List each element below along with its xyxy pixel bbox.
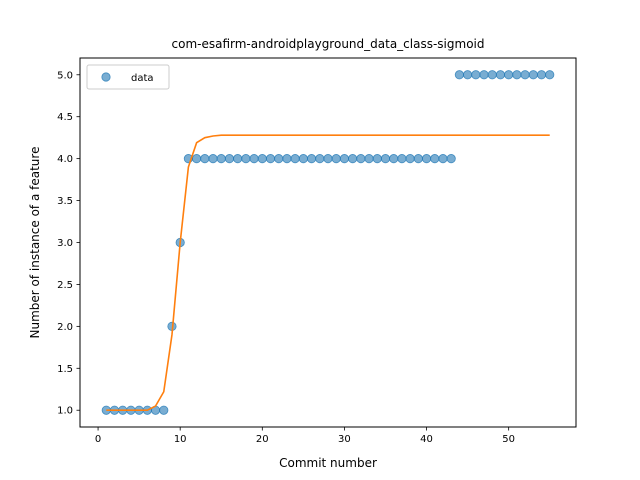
- data-point: [241, 154, 251, 164]
- data-point: [364, 154, 374, 164]
- chart-title: com-esafirm-androidplayground_data_class…: [172, 37, 485, 51]
- data-point: [372, 154, 382, 164]
- data-point: [208, 154, 218, 164]
- data-point: [487, 70, 497, 80]
- data-point: [504, 70, 514, 80]
- data-point: [536, 70, 547, 80]
- x-axis: 0 10 20 30 40 50: [95, 427, 515, 445]
- y-tick-label: 1.0: [57, 406, 73, 417]
- data-point: [421, 154, 432, 164]
- legend: data: [86, 64, 170, 90]
- data-point: [282, 154, 292, 164]
- data-point: [438, 154, 448, 164]
- data-point: [380, 154, 391, 164]
- y-tick-label: 4.0: [57, 154, 73, 165]
- data-point: [323, 154, 333, 164]
- data-point: [348, 154, 358, 164]
- x-tick-label: 50: [502, 434, 515, 445]
- sigmoid-fit-line: [106, 134, 550, 412]
- data-point: [290, 154, 300, 164]
- x-tick-label: 20: [256, 434, 269, 445]
- x-axis-title: Commit number: [279, 456, 377, 470]
- data-point: [331, 154, 341, 164]
- legend-box: [86, 64, 170, 90]
- data-point: [405, 154, 415, 164]
- data-point: [479, 70, 489, 80]
- data-point: [397, 154, 407, 164]
- y-tick-label: 2.0: [57, 322, 73, 333]
- data-point: [233, 154, 243, 164]
- data-point: [463, 70, 473, 80]
- data-point: [306, 154, 317, 164]
- data-point: [249, 154, 259, 164]
- legend-label: data: [131, 73, 154, 84]
- x-tick-label: 10: [174, 434, 187, 445]
- data-point: [471, 70, 481, 80]
- y-tick-label: 3.0: [57, 238, 73, 249]
- data-point: [265, 154, 276, 164]
- y-tick-label: 2.5: [57, 280, 73, 291]
- y-tick-label: 1.5: [57, 364, 73, 375]
- data-point: [224, 154, 235, 164]
- data-point: [216, 154, 226, 164]
- legend-marker: [101, 72, 111, 82]
- data-point: [520, 70, 530, 80]
- y-tick-label: 5.0: [57, 70, 73, 81]
- data-point: [315, 154, 325, 164]
- plot-area: [101, 70, 555, 415]
- data-point: [159, 405, 169, 415]
- y-axis: 1.0 1.5 2.0 2.5 3.0 3.5 4.0 4.5 5.0: [57, 70, 80, 417]
- data-point: [298, 154, 308, 164]
- x-tick-label: 30: [338, 434, 351, 445]
- data-point: [545, 70, 555, 80]
- data-point: [356, 154, 366, 164]
- y-tick-label: 3.5: [57, 196, 73, 207]
- data-point: [495, 70, 506, 80]
- data-point: [192, 154, 202, 164]
- data-point: [200, 154, 210, 164]
- data-point: [430, 154, 440, 164]
- data-point: [389, 154, 399, 164]
- data-point: [446, 154, 456, 164]
- y-tick-label: 4.5: [57, 112, 73, 123]
- data-point: [257, 154, 267, 164]
- data-point: [454, 70, 464, 80]
- y-axis-title: Number of instance of a feature: [28, 147, 42, 339]
- data-point: [274, 154, 284, 164]
- x-tick-label: 0: [95, 434, 101, 445]
- data-point: [512, 70, 522, 80]
- data-point: [339, 154, 350, 164]
- data-point: [528, 70, 538, 80]
- data-point: [413, 154, 423, 164]
- x-tick-label: 40: [420, 434, 433, 445]
